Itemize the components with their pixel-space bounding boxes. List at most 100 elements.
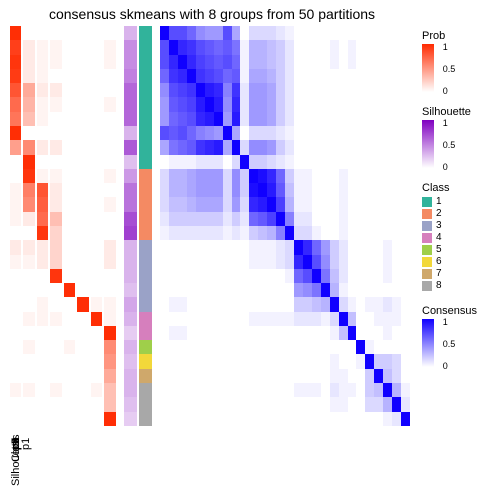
consensus-cell (303, 26, 312, 40)
prob-cell (37, 97, 48, 111)
consensus-cell (258, 55, 267, 69)
consensus-cell (196, 155, 205, 169)
consensus-cell (178, 112, 187, 126)
prob-cell (77, 240, 88, 254)
consensus-cell (187, 55, 196, 69)
consensus-cell (232, 83, 241, 97)
consensus-cell (223, 326, 232, 340)
consensus-cell (232, 240, 241, 254)
consensus-cell (401, 69, 410, 83)
consensus-cell (401, 97, 410, 111)
prob-cell (37, 255, 48, 269)
class-cell (139, 397, 152, 411)
consensus-cell (365, 312, 374, 326)
consensus-cell (321, 212, 330, 226)
consensus-cell (169, 226, 178, 240)
consensus-cell (356, 183, 365, 197)
consensus-cell (374, 397, 383, 411)
consensus-cell (196, 40, 205, 54)
consensus-cell (249, 269, 258, 283)
consensus-cell (392, 269, 401, 283)
prob-cell (37, 69, 48, 83)
consensus-cell (330, 240, 339, 254)
sil-cell (124, 412, 137, 426)
consensus-cell (321, 26, 330, 40)
prob-cell (104, 354, 115, 368)
consensus-cell (196, 112, 205, 126)
consensus-cell (392, 55, 401, 69)
swatch-icon (422, 281, 432, 291)
prob-cell (37, 83, 48, 97)
consensus-cell (339, 354, 348, 368)
consensus-cell (330, 383, 339, 397)
consensus-cell (339, 26, 348, 40)
consensus-cell (249, 383, 258, 397)
consensus-cell (240, 269, 249, 283)
prob-cell (91, 40, 102, 54)
consensus-cell (339, 297, 348, 311)
prob-cell (91, 312, 102, 326)
consensus-cell (169, 112, 178, 126)
tick: 0 (443, 361, 448, 371)
class-cell (139, 183, 152, 197)
consensus-cell (321, 169, 330, 183)
consensus-cell (267, 169, 276, 183)
consensus-cell (401, 240, 410, 254)
consensus-cell (356, 97, 365, 111)
consensus-cell (223, 140, 232, 154)
consensus-cell (232, 40, 241, 54)
consensus-cell (392, 26, 401, 40)
consensus-cell (223, 354, 232, 368)
consensus-cell (312, 112, 321, 126)
consensus-cell (258, 212, 267, 226)
consensus-cell (356, 226, 365, 240)
consensus-cell (348, 40, 357, 54)
consensus-cell (356, 326, 365, 340)
consensus-cell (339, 212, 348, 226)
consensus-cell (196, 83, 205, 97)
consensus-cell (205, 197, 214, 211)
consensus-cell (374, 255, 383, 269)
class-cell (139, 340, 152, 354)
consensus-cell (232, 269, 241, 283)
prob-cell (104, 140, 115, 154)
consensus-cell (169, 183, 178, 197)
prob-cell (104, 340, 115, 354)
consensus-cell (232, 283, 241, 297)
consensus-cell (240, 326, 249, 340)
consensus-cell (249, 197, 258, 211)
prob-cell (23, 383, 34, 397)
consensus-cell (249, 169, 258, 183)
consensus-cell (285, 169, 294, 183)
consensus-cell (303, 255, 312, 269)
consensus-cell (401, 183, 410, 197)
consensus-cell (178, 312, 187, 326)
consensus-cell (294, 126, 303, 140)
consensus-cell (365, 283, 374, 297)
consensus-cell (232, 140, 241, 154)
consensus-cell (267, 69, 276, 83)
sil-cell (124, 312, 137, 326)
class-cell (139, 112, 152, 126)
consensus-cell (258, 169, 267, 183)
consensus-cell (214, 140, 223, 154)
consensus-cell (160, 169, 169, 183)
consensus-cell (312, 69, 321, 83)
consensus-cell (294, 226, 303, 240)
consensus-cell (267, 326, 276, 340)
consensus-cell (178, 126, 187, 140)
consensus-cell (214, 197, 223, 211)
class-swatch-4: 4 (422, 232, 500, 243)
consensus-cell (312, 283, 321, 297)
consensus-cell (339, 240, 348, 254)
consensus-cell (160, 83, 169, 97)
consensus-cell (240, 312, 249, 326)
prob-cell (91, 354, 102, 368)
consensus-cell (267, 126, 276, 140)
prob-cell (50, 55, 61, 69)
sil-cell (124, 26, 137, 40)
xlabel-class: Class (10, 434, 22, 462)
prob-cell (77, 169, 88, 183)
swatch-icon (422, 233, 432, 243)
consensus-cell (214, 383, 223, 397)
